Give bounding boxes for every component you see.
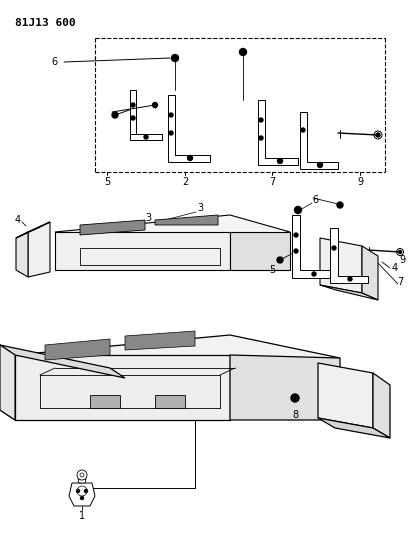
Polygon shape [320,285,378,300]
Polygon shape [45,339,110,360]
Polygon shape [130,90,136,140]
Text: 7: 7 [397,277,403,287]
Circle shape [376,133,380,137]
Circle shape [144,135,148,139]
Circle shape [240,49,247,55]
Text: 3: 3 [197,203,203,213]
Polygon shape [78,479,86,483]
Polygon shape [362,246,378,300]
Polygon shape [125,331,195,350]
Circle shape [80,473,84,477]
Circle shape [277,257,283,263]
Circle shape [332,246,336,250]
Polygon shape [15,355,230,420]
Polygon shape [16,232,28,277]
Polygon shape [168,95,210,162]
Text: 5: 5 [104,177,110,187]
Circle shape [169,131,173,135]
Polygon shape [55,232,230,270]
Circle shape [337,202,343,208]
Polygon shape [320,238,362,293]
Circle shape [294,206,301,214]
Text: 2: 2 [182,177,188,187]
Circle shape [169,113,173,117]
Polygon shape [55,215,290,250]
Polygon shape [373,373,390,438]
Text: 6: 6 [52,57,58,67]
Polygon shape [155,395,185,408]
Polygon shape [292,215,332,278]
Text: 4: 4 [392,263,398,273]
Circle shape [259,118,263,122]
Polygon shape [90,395,120,408]
Circle shape [301,128,305,132]
Circle shape [153,102,157,108]
Circle shape [187,156,193,160]
Circle shape [112,112,118,118]
Circle shape [374,131,382,139]
Circle shape [294,249,298,253]
Circle shape [171,54,178,61]
Circle shape [291,394,299,402]
Polygon shape [0,345,15,420]
Polygon shape [258,100,298,165]
Circle shape [81,497,83,499]
Polygon shape [330,228,368,283]
Circle shape [398,251,402,254]
Circle shape [259,136,263,140]
Circle shape [348,277,352,281]
Polygon shape [318,418,390,438]
Polygon shape [130,134,162,140]
Circle shape [396,248,404,255]
Circle shape [312,272,316,276]
Polygon shape [300,112,338,169]
Text: 6: 6 [312,195,318,205]
Polygon shape [16,222,50,238]
Polygon shape [80,220,145,235]
Polygon shape [230,232,290,270]
Polygon shape [69,483,95,506]
Text: 1: 1 [79,511,85,521]
Text: 81J13 600: 81J13 600 [15,18,76,28]
Text: 9: 9 [357,177,363,187]
Polygon shape [0,345,125,378]
Text: 9: 9 [399,255,405,265]
Circle shape [317,163,323,167]
Text: 4: 4 [15,215,21,225]
Polygon shape [0,345,15,420]
Circle shape [131,116,135,120]
Text: 3: 3 [145,213,151,223]
Polygon shape [155,215,218,225]
Polygon shape [230,355,340,420]
Polygon shape [15,335,340,378]
Text: 5: 5 [269,265,275,275]
Circle shape [277,158,283,164]
Circle shape [131,103,135,107]
Circle shape [294,233,298,237]
Polygon shape [28,222,50,277]
Polygon shape [318,363,373,428]
Circle shape [76,489,79,492]
Circle shape [85,489,88,492]
Circle shape [77,470,87,480]
Text: 8: 8 [292,410,298,420]
Text: 7: 7 [269,177,275,187]
